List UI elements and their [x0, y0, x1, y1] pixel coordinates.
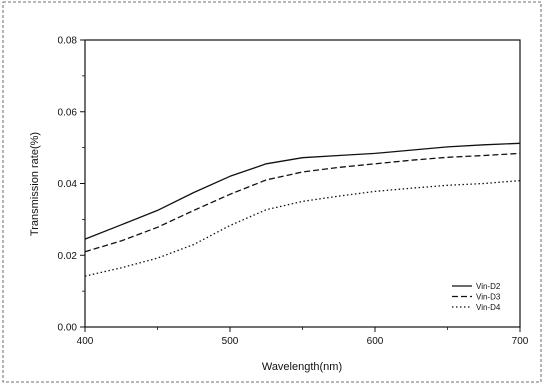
x-axis-label: Wavelength(nm) [262, 361, 342, 373]
x-tick-label: 700 [512, 336, 529, 347]
series-line-vin-d2 [84, 142, 521, 240]
series-lines [84, 142, 521, 277]
x-tick-label: 500 [222, 336, 239, 347]
legend-label-vin-d3: Vin-D3 [476, 293, 501, 302]
y-tick-label: 0.04 [58, 179, 78, 190]
plot-border [84, 39, 521, 328]
x-tick-label: 600 [367, 336, 384, 347]
y-tick-label: 0.02 [58, 251, 78, 262]
legend-label-vin-d2: Vin-D2 [476, 282, 501, 291]
y-tick-label: 0.08 [58, 36, 78, 47]
plot-area [84, 39, 521, 328]
series-line-vin-d3 [84, 152, 521, 253]
series-line-vin-d4 [84, 179, 521, 277]
axis-ticks: 400 500 600 700 0.00 0.02 0.04 0.06 0.08 [58, 36, 529, 348]
y-axis-label: Transmission rate(%) [29, 132, 41, 236]
y-tick-label: 0.06 [58, 107, 78, 118]
legend-label-vin-d4: Vin-D4 [476, 303, 501, 312]
y-tick-label: 0.00 [58, 323, 78, 334]
x-tick-label: 400 [77, 336, 94, 347]
